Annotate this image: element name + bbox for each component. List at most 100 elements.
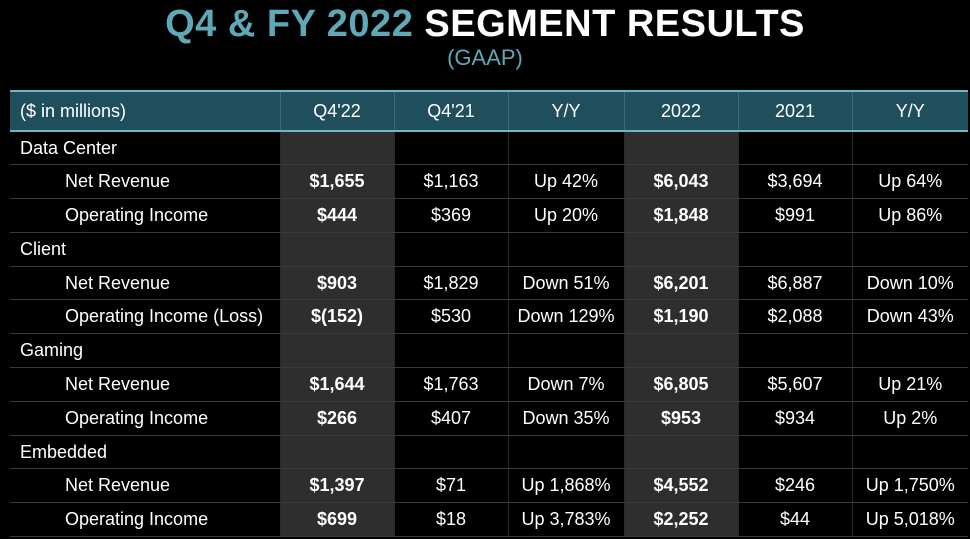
cell-q4-21: $1,829 — [393, 266, 508, 301]
empty-cell — [393, 232, 508, 267]
cell-2022: $1,848 — [623, 198, 738, 233]
title-rest: SEGMENT RESULTS — [424, 3, 805, 45]
cell-annual-yy: Down 10% — [851, 266, 968, 301]
cell-qtr-yy: Down 35% — [507, 401, 624, 436]
empty-cell — [279, 333, 394, 369]
empty-cell — [623, 435, 738, 470]
section-row: Embedded — [10, 435, 968, 470]
segment-results-table: ($ in millions) Q4'22 Q4'21 Y/Y 2022 202… — [10, 90, 968, 538]
cell-qtr-yy: Up 3,783% — [507, 502, 624, 538]
section-label: Embedded — [10, 435, 280, 470]
section-row: Gaming — [10, 333, 968, 369]
cell-q4-22: $266 — [279, 401, 394, 436]
header-qtr-yy: Y/Y — [507, 90, 624, 132]
row-label: Net Revenue — [10, 164, 280, 200]
header-q4-22: Q4'22 — [279, 90, 394, 132]
empty-cell — [279, 435, 394, 470]
cell-q4-21: $71 — [393, 468, 508, 504]
cell-2022: $953 — [623, 401, 738, 436]
table-body: Data Center Net Revenue $1,655 $1,163 Up… — [10, 131, 968, 538]
row-label: Net Revenue — [10, 266, 280, 301]
section-row: Data Center — [10, 131, 968, 166]
header-q4-21: Q4'21 — [393, 90, 508, 132]
cell-q4-22: $(152) — [279, 299, 394, 335]
cell-2022: $4,552 — [623, 468, 738, 504]
empty-cell — [737, 232, 852, 267]
cell-2022: $1,190 — [623, 299, 738, 335]
empty-cell — [737, 435, 852, 470]
cell-2021: $5,607 — [737, 367, 852, 402]
cell-qtr-yy: Up 42% — [507, 164, 624, 200]
cell-2022: $2,252 — [623, 502, 738, 538]
cell-2021: $934 — [737, 401, 852, 436]
empty-cell — [851, 131, 968, 166]
cell-qtr-yy: Down 7% — [507, 367, 624, 402]
cell-annual-yy: Up 5,018% — [851, 502, 968, 538]
row-label: Net Revenue — [10, 468, 280, 504]
cell-qtr-yy: Down 51% — [507, 266, 624, 301]
table-row: Operating Income $266 $407 Down 35% $953… — [10, 401, 968, 436]
cell-qtr-yy: Up 20% — [507, 198, 624, 233]
cell-qtr-yy: Down 129% — [507, 299, 624, 335]
row-label: Operating Income (Loss) — [10, 299, 280, 335]
page-subtitle: (GAAP) — [447, 45, 523, 70]
cell-q4-22: $1,397 — [279, 468, 394, 504]
segment-results-table-container: ($ in millions) Q4'22 Q4'21 Y/Y 2022 202… — [10, 90, 968, 538]
cell-q4-21: $530 — [393, 299, 508, 335]
empty-cell — [393, 435, 508, 470]
cell-annual-yy: Up 21% — [851, 367, 968, 402]
header-annual-yy: Y/Y — [851, 90, 968, 132]
row-label: Operating Income — [10, 401, 280, 436]
cell-2021: $2,088 — [737, 299, 852, 335]
cell-q4-22: $444 — [279, 198, 394, 233]
empty-cell — [507, 131, 624, 166]
cell-q4-21: $369 — [393, 198, 508, 233]
title-accent: Q4 & FY 2022 — [165, 3, 414, 45]
empty-cell — [623, 232, 738, 267]
empty-cell — [851, 435, 968, 470]
section-label: Gaming — [10, 333, 280, 369]
cell-q4-22: $1,644 — [279, 367, 394, 402]
cell-2022: $6,043 — [623, 164, 738, 200]
cell-q4-21: $18 — [393, 502, 508, 538]
row-label: Operating Income — [10, 198, 280, 233]
table-row: Net Revenue $903 $1,829 Down 51% $6,201 … — [10, 266, 968, 301]
table-row: Operating Income (Loss) $(152) $530 Down… — [10, 299, 968, 335]
cell-q4-21: $1,763 — [393, 367, 508, 402]
cell-qtr-yy: Up 1,868% — [507, 468, 624, 504]
table-header-row: ($ in millions) Q4'22 Q4'21 Y/Y 2022 202… — [10, 90, 968, 132]
empty-cell — [507, 232, 624, 267]
section-label: Data Center — [10, 131, 280, 166]
header-units: ($ in millions) — [10, 90, 280, 132]
table-row: Operating Income $699 $18 Up 3,783% $2,2… — [10, 502, 968, 538]
cell-2022: $6,201 — [623, 266, 738, 301]
page-title: Q4 & FY 2022 SEGMENT RESULTS — [0, 2, 970, 46]
table-row: Net Revenue $1,644 $1,763 Down 7% $6,805… — [10, 367, 968, 402]
cell-q4-21: $407 — [393, 401, 508, 436]
section-row: Client — [10, 232, 968, 267]
empty-cell — [851, 232, 968, 267]
empty-cell — [507, 333, 624, 369]
cell-2021: $3,694 — [737, 164, 852, 200]
cell-2021: $44 — [737, 502, 852, 538]
empty-cell — [851, 333, 968, 369]
empty-cell — [279, 232, 394, 267]
cell-q4-22: $1,655 — [279, 164, 394, 200]
cell-annual-yy: Down 43% — [851, 299, 968, 335]
empty-cell — [623, 333, 738, 369]
cell-q4-22: $699 — [279, 502, 394, 538]
cell-annual-yy: Up 1,750% — [851, 468, 968, 504]
table-row: Operating Income $444 $369 Up 20% $1,848… — [10, 198, 968, 233]
section-label: Client — [10, 232, 280, 267]
empty-cell — [279, 131, 394, 166]
cell-annual-yy: Up 86% — [851, 198, 968, 233]
header-2022: 2022 — [623, 90, 738, 132]
cell-2021: $246 — [737, 468, 852, 504]
row-label: Net Revenue — [10, 367, 280, 402]
cell-2021: $6,887 — [737, 266, 852, 301]
cell-q4-21: $1,163 — [393, 164, 508, 200]
empty-cell — [737, 333, 852, 369]
header-2021: 2021 — [737, 90, 852, 132]
cell-q4-22: $903 — [279, 266, 394, 301]
empty-cell — [393, 131, 508, 166]
